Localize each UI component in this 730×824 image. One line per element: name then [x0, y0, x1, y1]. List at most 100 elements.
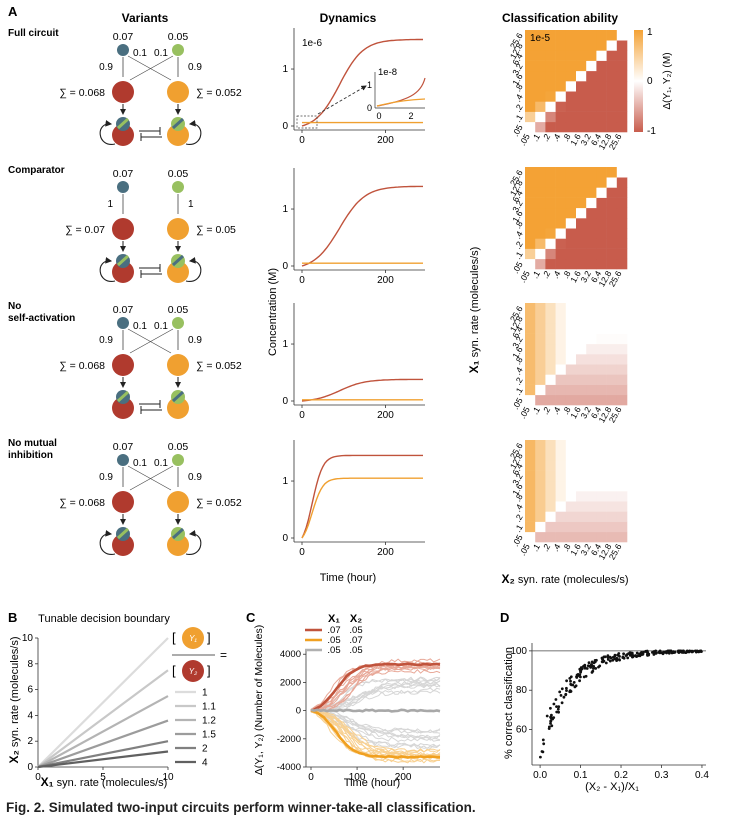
gate-body — [112, 124, 134, 146]
heatmap-cell — [606, 218, 618, 229]
heatmap-cell — [555, 101, 567, 112]
classification-point — [626, 656, 630, 660]
heatmap-cell — [616, 511, 628, 522]
heatmap-cell — [576, 384, 587, 396]
heatmap-cell — [586, 470, 597, 482]
heatmap-cell — [576, 354, 587, 365]
heatmap-cell — [535, 30, 546, 41]
heatmap-cell — [596, 177, 607, 188]
heatmap-cell — [555, 354, 567, 365]
legend-y1-label: Y₁ — [189, 634, 197, 643]
classification-point — [579, 669, 582, 673]
classification-point — [557, 710, 560, 714]
heatmap-cell — [606, 60, 618, 72]
heatmap-cell — [545, 248, 556, 260]
inset-y-tick-label: 0 — [367, 103, 372, 113]
classification-point — [568, 689, 572, 693]
trajectory-x2-wins — [310, 709, 440, 763]
output-y1-node-icon — [112, 491, 134, 513]
classification-point — [569, 675, 573, 679]
input-x2-node-icon — [172, 181, 184, 193]
input-left-value: 0.07 — [113, 31, 134, 43]
classification-point — [682, 651, 685, 654]
classification-point — [542, 742, 546, 746]
trajectory-tie — [310, 678, 441, 713]
heatmap-cell — [586, 354, 597, 365]
gate-left-icon — [112, 390, 134, 419]
heatmap-cell — [565, 50, 577, 61]
heatmap-cell — [545, 364, 556, 375]
heatmap-cell — [576, 81, 587, 92]
heatmap-cell — [576, 70, 587, 82]
heatmap-cell — [606, 501, 618, 512]
heatmap-cell — [565, 440, 577, 451]
classification-point — [621, 656, 625, 659]
panel-b-y-tick-label: 2 — [27, 736, 33, 747]
heatmap-cell — [596, 333, 607, 345]
heatmap-cell — [535, 440, 546, 451]
heatmap-x-tick-label: .2 — [540, 132, 552, 143]
heatmap-cell — [525, 70, 536, 82]
heatmap-cell — [586, 228, 597, 239]
heatmap-cell — [555, 323, 567, 334]
heatmap-cell — [545, 384, 556, 396]
heatmap-cell — [586, 70, 597, 82]
condition-legend-x1: .05 — [327, 645, 340, 656]
heatmap-cell — [596, 460, 607, 471]
heatmap-xlabel-var: X₂ — [501, 572, 514, 586]
edge-cross-rl — [129, 465, 174, 491]
heatmap-y-tick-label: .4 — [513, 229, 525, 240]
ratio-legend-label: 1.2 — [202, 716, 216, 727]
self-activation-arrow — [99, 120, 116, 145]
dynamics-y-tick-label: 1 — [282, 476, 288, 487]
inset-x-tick-label: 2 — [408, 111, 413, 121]
heatmap-cell — [586, 323, 597, 334]
heatmap-cell — [555, 470, 567, 482]
classification-point — [541, 738, 545, 742]
heatmap-y-tick-label: .1 — [513, 112, 525, 123]
heatmap-cell — [565, 364, 577, 375]
heatmap-cell — [606, 440, 618, 451]
heatmap-cell — [606, 70, 618, 82]
panel-d-ylabel: % correct classification — [503, 647, 515, 759]
heatmap-cell — [586, 258, 597, 270]
heatmap-cell — [555, 460, 567, 471]
variant-0: Full circuit 0.07 0.050.1 0.10.9 0.9∑ = 0.06… — [8, 28, 242, 146]
weight-cross-right: 0.1 — [154, 48, 168, 59]
heatmap-cell — [576, 323, 587, 334]
heatmap-cell — [606, 40, 618, 51]
heatmap-cell — [565, 70, 577, 82]
panel-d-x-tick-label: 0.2 — [614, 770, 628, 781]
heatmap-cell — [525, 480, 536, 492]
heatmap-cell — [586, 491, 597, 502]
heatmap-3: .05.05.1.1.2.2.4.4.8.81.61.63.23.26.46.4… — [508, 440, 628, 561]
heatmap-cell — [596, 450, 607, 461]
classification-point — [604, 661, 608, 665]
heatmap-cell — [525, 374, 536, 385]
heatmap-cell — [565, 238, 577, 249]
dynamics-y-tick-label: 1 — [282, 64, 288, 75]
heatmap-cell — [535, 121, 546, 133]
gate-body — [167, 261, 189, 283]
heatmap-cell — [555, 70, 567, 82]
classification-point — [569, 679, 572, 683]
gate-stripe — [171, 117, 185, 130]
trajectory-tie — [310, 709, 441, 741]
heatmap-cell — [576, 313, 587, 324]
panel-d-chart: 60 80 100 0.0 0.1 0.2 0.3 0.4 — [510, 643, 709, 781]
heatmap-cell — [535, 197, 546, 209]
classification-point — [592, 661, 596, 665]
heatmap-cell — [535, 101, 546, 112]
output-y1-node-icon — [112, 354, 134, 376]
classification-point — [552, 702, 556, 706]
heatmap-x-tick-label: .1 — [530, 405, 542, 416]
sum-right: ∑ = 0.052 — [196, 497, 242, 509]
heatmap-cell — [555, 501, 567, 512]
heatmap-cell — [535, 313, 546, 324]
input-right-value: 0.05 — [168, 168, 189, 180]
heatmap-cell — [576, 248, 587, 260]
heatmap-cell — [606, 197, 618, 209]
heatmap-cell — [545, 177, 556, 188]
heatmap-cell — [555, 343, 567, 355]
classification-point — [672, 650, 675, 654]
